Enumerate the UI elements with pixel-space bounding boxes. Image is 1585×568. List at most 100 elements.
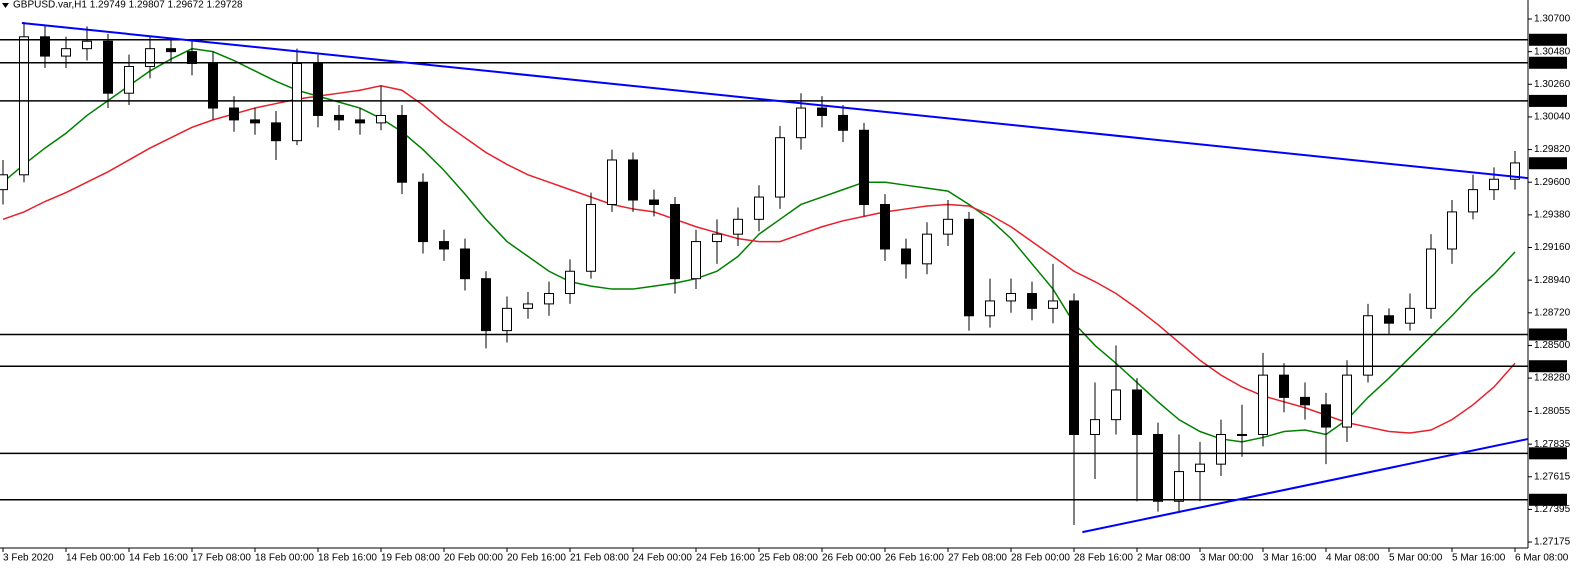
y-tick-label: 1.27175: [1534, 537, 1571, 548]
y-tick-label: 1.27395: [1534, 504, 1571, 515]
x-tick-label: 17 Feb 08:00: [192, 553, 251, 564]
candle-body: [481, 278, 491, 332]
x-tick-label: 26 Feb 16:00: [885, 553, 944, 564]
x-tick-label: 5 Mar 16:00: [1452, 553, 1506, 564]
x-tick-label: 14 Feb 16:00: [129, 553, 188, 564]
candle-body: [1174, 471, 1184, 502]
x-tick-label: 5 Mar 00:00: [1389, 553, 1443, 564]
candle-body: [775, 137, 785, 198]
candle-body: [439, 241, 449, 250]
level-label-box: [1529, 447, 1567, 460]
candle-body: [943, 218, 953, 235]
candle-body: [1405, 307, 1415, 324]
x-tick-label: 2 Mar 08:00: [1137, 553, 1191, 564]
y-tick-label: 1.30700: [1534, 14, 1571, 25]
candle-body: [187, 51, 197, 65]
x-tick-label: 18 Feb 16:00: [318, 553, 377, 564]
candle-body: [649, 199, 659, 205]
y-tick-label: 1.29600: [1534, 177, 1571, 188]
level-label: 1.30148: [1531, 96, 1568, 107]
candle-body: [1216, 433, 1226, 465]
candle-body: [838, 114, 848, 131]
y-tick-label: 1.30480: [1534, 46, 1571, 57]
x-tick-label: 20 Feb 16:00: [507, 553, 566, 564]
level-label-box: [1529, 33, 1567, 46]
candle-body: [1027, 293, 1037, 309]
level-label-box: [1529, 328, 1567, 341]
candle-body: [145, 48, 155, 67]
candle-body: [229, 107, 239, 121]
y-tick-label: 1.28280: [1534, 373, 1571, 384]
x-tick-label: 6 Mar 08:00: [1515, 553, 1569, 564]
x-tick-label: 3 Mar 00:00: [1200, 553, 1254, 564]
y-tick-label: 1.28500: [1534, 340, 1571, 351]
candle-body: [103, 40, 113, 94]
y-tick-label: 1.27835: [1534, 439, 1571, 450]
y-tick-label: 1.29820: [1534, 144, 1571, 155]
candle-body: [565, 270, 575, 295]
candle-body: [0, 174, 8, 191]
last-price-box: [1529, 157, 1567, 170]
candle-body: [817, 107, 827, 116]
candle-body: [1195, 463, 1205, 473]
candle-body: [1237, 433, 1247, 436]
candle-body: [1006, 293, 1016, 302]
level-label-box: [1529, 56, 1567, 69]
y-tick-label: 1.30260: [1534, 79, 1571, 90]
candle-body: [1090, 419, 1100, 435]
level-label: 1.30405: [1531, 57, 1568, 68]
candle-body: [460, 248, 470, 280]
candle-body: [901, 248, 911, 265]
x-tick-label: 24 Feb 00:00: [633, 553, 692, 564]
x-tick-label: 4 Mar 08:00: [1326, 553, 1380, 564]
candle-body: [271, 122, 281, 142]
candle-body: [1510, 162, 1520, 180]
candle-body: [1069, 300, 1079, 435]
candle-body: [733, 218, 743, 235]
y-tick-label: 1.29160: [1534, 242, 1571, 253]
level-label: 1.27460: [1531, 494, 1568, 505]
level-label: 1.27773: [1531, 448, 1568, 459]
candle-body: [544, 293, 554, 305]
candle-body: [712, 233, 722, 243]
level-label-box: [1529, 493, 1567, 506]
y-tick-label: 1.29380: [1534, 210, 1571, 221]
candle-body: [166, 48, 176, 53]
candle-body: [859, 129, 869, 205]
candle-body: [1279, 374, 1289, 398]
candle-body: [418, 181, 428, 243]
y-tick-label: 1.27615: [1534, 471, 1571, 482]
x-tick-label: 26 Feb 00:00: [822, 553, 881, 564]
candle-body: [313, 63, 323, 116]
candle-body: [628, 159, 638, 201]
y-tick-label: 1.28720: [1534, 307, 1571, 318]
x-tick-label: 3 Mar 16:00: [1263, 553, 1317, 564]
candle-body: [1489, 178, 1499, 191]
candle-body: [376, 114, 386, 124]
candle-body: [40, 36, 50, 57]
trendline: [21, 22, 1528, 180]
candle-body: [670, 203, 680, 280]
candle-body: [523, 303, 533, 309]
candle-body: [1342, 374, 1352, 428]
candle-body: [1111, 389, 1121, 421]
candle-body: [1132, 389, 1142, 435]
x-tick-label: 18 Feb 00:00: [255, 553, 314, 564]
level-label: 1.28360: [1531, 361, 1568, 372]
level-label: 1.28574: [1531, 329, 1568, 340]
candle-body: [82, 40, 92, 50]
chart-title: GBPUSD.var,H1 1.29749 1.29807 1.29672 1.…: [13, 0, 243, 11]
last-price-label: 1.29728: [1531, 158, 1568, 169]
trendline: [1082, 438, 1528, 534]
candle-body: [1468, 189, 1478, 213]
x-tick-label: 28 Feb 00:00: [1011, 553, 1070, 564]
x-tick-label: 19 Feb 08:00: [381, 553, 440, 564]
candle-body: [1426, 248, 1436, 309]
x-tick-label: 25 Feb 08:00: [759, 553, 818, 564]
candle-body: [1258, 374, 1268, 435]
candle-body: [1363, 315, 1373, 376]
x-tick-label: 14 Feb 00:00: [66, 553, 125, 564]
x-tick-label: 28 Feb 16:00: [1074, 553, 1133, 564]
